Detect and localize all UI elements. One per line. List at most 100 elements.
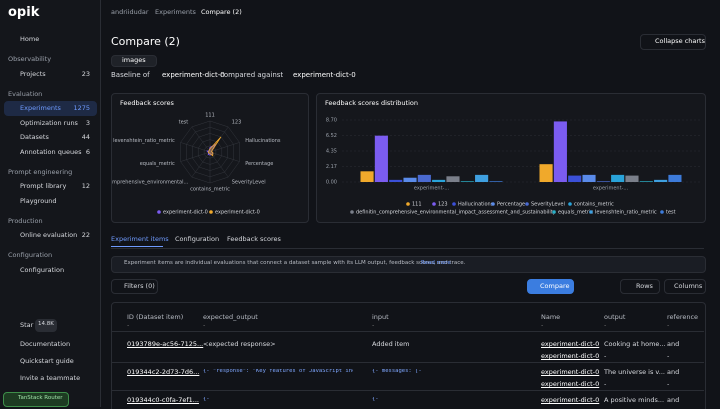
nav-count: 6 — [85, 147, 90, 156]
radar-axis — [209, 151, 240, 162]
bar — [668, 174, 682, 182]
legend-label: Percentage — [497, 202, 525, 208]
legend-swatch — [568, 202, 572, 206]
dataset-item-id[interactable]: 019344c0-c0fa-7ef1... — [127, 396, 199, 404]
rows-label[interactable]: Rows — [636, 282, 653, 290]
star-count-box — [35, 319, 57, 332]
nav-item[interactable]: Online evaluation — [20, 231, 78, 239]
nav-count: 12 — [81, 182, 90, 190]
cell: {- — [203, 397, 210, 402]
legend-swatch — [525, 202, 529, 206]
nav-item[interactable]: Configuration — [20, 265, 65, 274]
tab[interactable]: Feedback scores — [227, 235, 281, 243]
compare-label[interactable]: Compare — [540, 282, 570, 290]
cell: The universe is v... — [604, 368, 665, 376]
cell: and — [667, 396, 680, 404]
legend-swatch — [157, 210, 161, 214]
logo[interactable]: opik — [8, 5, 40, 20]
legend-label: definitin_comprehensive_environmental_im… — [356, 210, 556, 216]
nav-item[interactable]: Prompt library — [20, 182, 67, 190]
cell[interactable]: experiment-dict-0 — [541, 380, 600, 388]
filters-button[interactable] — [111, 279, 158, 294]
legend-label: 111 — [412, 202, 422, 208]
radar-axis-label: contains_metric — [190, 187, 230, 193]
cell[interactable]: experiment-dict-0 — [541, 352, 600, 360]
cell: and — [667, 340, 680, 348]
nav-section: Configuration — [8, 251, 53, 259]
nav-item[interactable]: Datasets — [20, 133, 49, 141]
collapse-button[interactable] — [640, 34, 706, 50]
nav-item[interactable]: Experiments — [20, 104, 61, 112]
cell: {- messages: [- — [372, 369, 422, 374]
column-header: input — [372, 313, 389, 321]
cell: - — [604, 380, 607, 388]
cell[interactable]: experiment-dict-0 — [541, 396, 600, 404]
y-tick-label: 6.52 — [326, 133, 337, 139]
nav-link[interactable]: Quickstart guide — [20, 357, 74, 365]
nav-item[interactable]: Annotation queues — [20, 147, 82, 156]
cell: {- — [372, 397, 379, 402]
dataset-item-id[interactable]: 019344c2-2d73-7d6... — [127, 368, 200, 376]
cell: Added item — [372, 341, 410, 348]
tab[interactable]: Configuration — [175, 235, 220, 243]
legend-label: experiment-dict-0 — [163, 210, 208, 216]
legend-swatch — [660, 210, 664, 214]
breadcrumb[interactable]: Experiments — [155, 8, 196, 16]
column-header: expected_output — [203, 313, 258, 321]
chart-title: Feedback scores — [120, 99, 174, 107]
sidebar — [0, 0, 101, 407]
nav-count: 1275 — [73, 104, 90, 112]
bar — [553, 121, 567, 182]
radar-axis-label: SeverityLevel — [232, 179, 266, 185]
legend-label: 123 — [438, 202, 448, 208]
nav-item[interactable]: Projects — [20, 69, 46, 78]
page-title: Compare (2) — [111, 35, 180, 48]
bar — [417, 174, 431, 182]
radar-axis — [180, 142, 211, 153]
nav-item[interactable]: Playground — [20, 196, 57, 205]
nav-link[interactable]: Documentation — [20, 340, 71, 348]
x-tick-label: experiment-... — [593, 186, 629, 192]
radar-axis — [191, 126, 211, 153]
columns-button[interactable] — [664, 279, 706, 294]
column-filter: - — [127, 321, 130, 329]
breadcrumb[interactable]: andriidudar — [111, 8, 149, 16]
legend-label: test — [666, 210, 676, 216]
legend-swatch — [209, 210, 213, 214]
legend-swatch — [406, 202, 410, 206]
columns-label[interactable]: Columns — [674, 282, 703, 290]
badge-text[interactable]: TanStack Router — [18, 395, 63, 401]
rows-button[interactable] — [620, 279, 660, 294]
y-tick-label: 4.35 — [326, 149, 337, 155]
bar — [475, 174, 489, 182]
experiment-chip: experiment-dict-0 — [162, 71, 225, 79]
breadcrumb: Compare (2) — [201, 8, 242, 16]
compare-button[interactable] — [527, 279, 574, 294]
nav-link[interactable]: Invite a teammate — [20, 374, 81, 382]
radar-series — [208, 136, 222, 157]
nav-item[interactable]: Optimization runs — [20, 118, 78, 127]
filters-label[interactable]: Filters (0) — [124, 282, 155, 290]
radar-axis-label: 123 — [232, 120, 242, 126]
y-tick-label: 2.17 — [326, 164, 337, 170]
tag-label: images — [122, 56, 146, 64]
nav-item[interactable]: Home — [20, 35, 40, 43]
y-tick-label: 8.70 — [326, 118, 337, 124]
nav-active[interactable] — [4, 101, 97, 116]
dataset-item-id[interactable]: 0193789e-ac56-7125... — [127, 340, 204, 348]
cell[interactable]: experiment-dict-0 — [541, 368, 600, 376]
info-link[interactable]: Read more — [421, 260, 451, 266]
radar-axis-label: mprehensive_environmental... — [112, 179, 188, 185]
collapse-label[interactable]: Collapse charts — [655, 37, 705, 45]
bar — [654, 179, 668, 182]
star-button[interactable]: Star — [20, 321, 34, 329]
legend-swatch — [491, 202, 495, 206]
row-divider — [111, 362, 704, 363]
tab[interactable]: Experiment items — [111, 235, 169, 243]
column-filter: - — [667, 321, 670, 329]
nav-section: Production — [8, 216, 43, 225]
y-tick-label: 0.00 — [326, 180, 337, 186]
cell[interactable]: experiment-dict-0 — [541, 340, 600, 348]
column-filter: - — [372, 321, 375, 329]
legend-swatch — [589, 210, 593, 214]
